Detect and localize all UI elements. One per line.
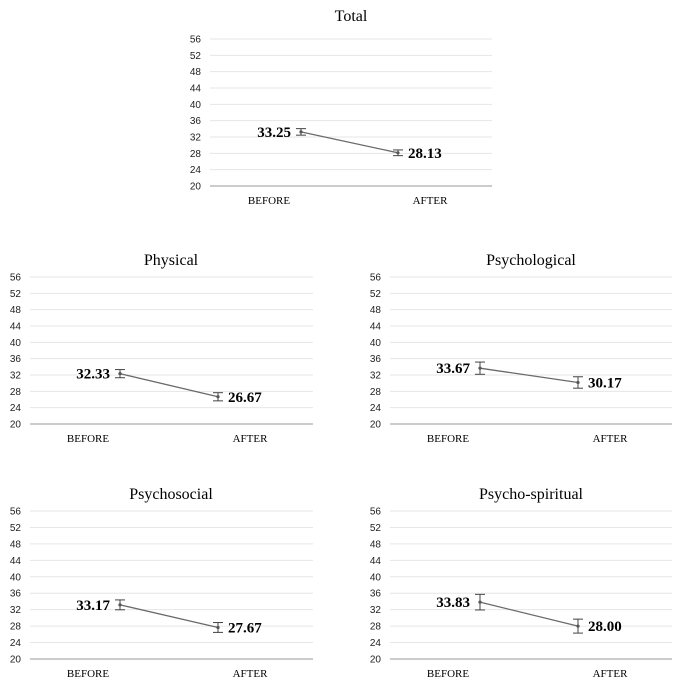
series-line [300,131,399,154]
chart-panel-0: Total 20 24 28 32 36 40 44 48 52 56 BEFORE AFTER 33.2… [190,8,492,207]
data-label: 32.33 [76,367,110,383]
y-tick-label: 32 [370,605,382,616]
chart-panel-2: Psychological 20 24 28 32 36 40 44 48 52 56 BEFORE A… [370,252,672,445]
y-tick-label: 56 [370,507,382,518]
y-tick-label: 40 [10,572,22,583]
data-label: 28.00 [588,619,622,635]
y-tick-label: 32 [190,133,202,144]
y-tick-label: 28 [190,149,202,160]
y-tick-label: 44 [370,556,382,567]
y-tick-label: 36 [190,116,202,127]
y-tick-label: 56 [10,507,22,518]
data-point [478,600,482,604]
data-point [216,625,220,630]
chart-panel-4: Psycho-spiritual 20 24 28 32 36 40 44 48 52 56 BEFO… [370,486,672,680]
chart-title: Psychosocial [129,486,213,503]
y-tick-label: 40 [10,338,22,349]
y-tick-label: 52 [10,523,22,534]
chart-panel-1: Physical 20 24 28 32 36 40 44 48 52 56 BEFORE AFTER 3… [10,252,313,445]
y-tick-label: 44 [10,556,22,567]
x-category-label: AFTER [593,433,629,445]
y-tick-label: 56 [370,273,382,284]
data-label: 27.67 [228,620,262,636]
y-tick-label: 24 [190,165,202,176]
y-tick-label: 20 [190,182,202,193]
series-line [119,373,219,398]
y-tick-label: 36 [10,589,22,600]
data-label: 33.17 [76,598,110,614]
data-label: 33.83 [436,595,470,611]
series-line [119,604,219,629]
data-point [299,130,303,134]
chart-title: Total [335,8,368,25]
x-category-label: AFTER [593,668,629,680]
y-tick-label: 28 [370,387,382,398]
y-tick-label: 28 [10,387,22,398]
x-category-label: AFTER [233,433,269,445]
data-point [478,366,482,370]
data-point [576,624,580,628]
chart-title: Psychological [486,252,576,269]
y-tick-label: 56 [190,35,202,46]
y-tick-label: 36 [370,589,382,600]
y-tick-label: 36 [370,354,382,365]
y-tick-label: 52 [370,289,382,300]
x-category-label: AFTER [233,668,269,680]
x-category-label: BEFORE [427,668,469,680]
y-tick-label: 20 [10,655,22,666]
data-point [118,603,122,607]
y-tick-label: 28 [370,622,382,633]
y-tick-label: 52 [370,523,382,534]
y-tick-label: 48 [370,539,382,550]
data-label: 30.17 [588,375,622,391]
x-category-label: BEFORE [67,668,109,680]
data-label: 26.67 [228,390,262,406]
y-tick-label: 24 [370,638,382,649]
data-point [396,151,400,155]
data-point [576,380,580,385]
y-tick-label: 20 [10,420,22,431]
y-tick-label: 24 [370,403,382,414]
y-tick-label: 48 [190,67,202,78]
y-tick-label: 24 [10,403,22,414]
chart-title: Psycho-spiritual [479,486,584,503]
data-label: 33.25 [257,125,291,141]
data-point [118,372,122,376]
y-tick-label: 44 [10,322,22,333]
chart-title: Physical [144,252,199,269]
data-label: 33.67 [436,361,470,377]
y-tick-label: 32 [10,605,22,616]
x-category-label: BEFORE [67,433,109,445]
y-tick-label: 44 [190,84,202,95]
y-tick-label: 44 [370,322,382,333]
data-point [216,395,220,399]
chart-panel-3: Psychosocial 20 24 28 32 36 40 44 48 52 56 BEFORE AF… [10,486,313,680]
y-tick-label: 52 [10,289,22,300]
y-tick-label: 48 [10,305,22,316]
y-tick-label: 52 [190,51,202,62]
y-tick-label: 20 [370,420,382,431]
y-tick-label: 20 [370,655,382,666]
x-category-label: BEFORE [427,433,469,445]
y-tick-label: 24 [10,638,22,649]
y-tick-label: 48 [370,305,382,316]
series-line [479,367,579,384]
series-line [479,601,579,627]
x-category-label: AFTER [413,195,449,207]
y-tick-label: 40 [370,338,382,349]
y-tick-label: 32 [370,371,382,382]
y-tick-label: 48 [10,539,22,550]
x-category-label: BEFORE [248,195,290,207]
y-tick-label: 40 [190,100,202,111]
y-tick-label: 56 [10,273,22,284]
y-tick-label: 28 [10,622,22,633]
y-tick-label: 32 [10,371,22,382]
y-tick-label: 36 [10,354,22,365]
y-tick-label: 40 [370,572,382,583]
data-label: 28.13 [408,146,442,162]
